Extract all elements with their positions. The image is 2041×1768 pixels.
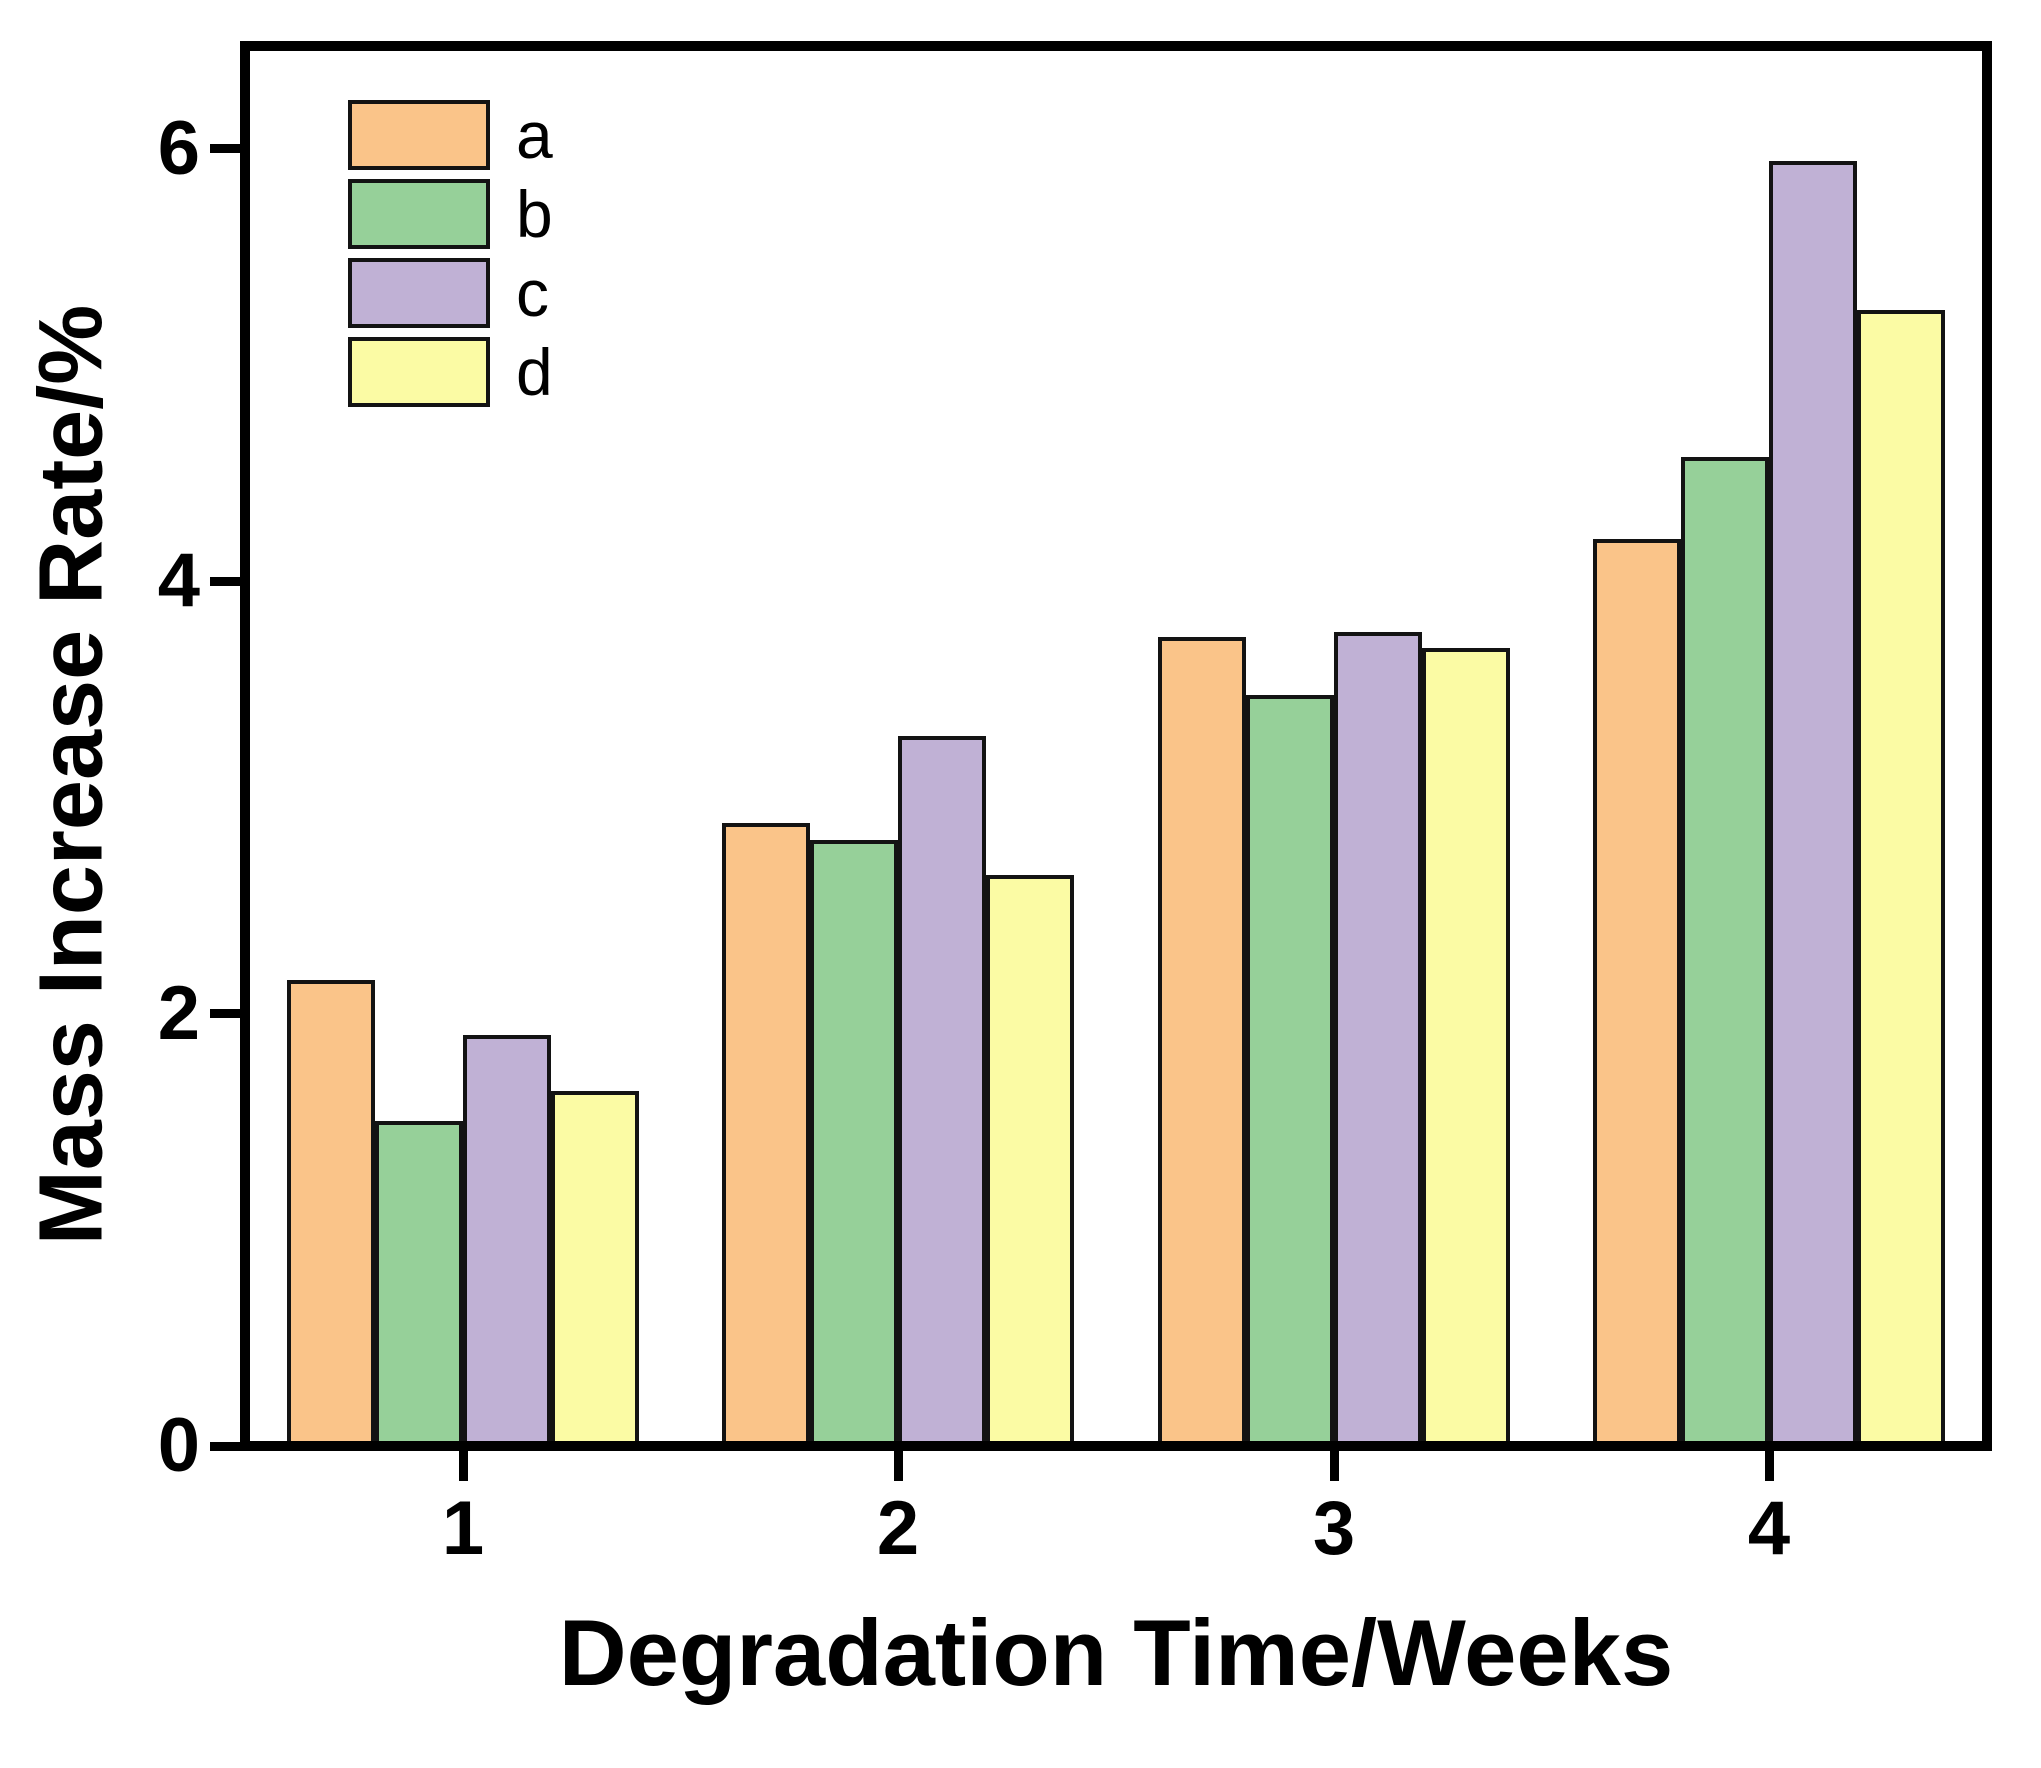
legend-item-a: a (348, 100, 553, 170)
legend-label-c: c (516, 256, 549, 330)
y-tick (210, 1441, 240, 1451)
x-axis-title: Degradation Time/Weeks (558, 1600, 1674, 1705)
x-tick (458, 1451, 468, 1481)
x-tick (1329, 1451, 1339, 1481)
bar-a-week-2 (722, 823, 810, 1441)
x-tick (1764, 1451, 1774, 1481)
y-tick-label: 2 (157, 970, 200, 1056)
bar-c-week-1 (463, 1035, 551, 1441)
legend-swatch-a (348, 100, 490, 170)
y-tick-label: 6 (157, 105, 200, 191)
y-axis-title: Mass Increase Rate/% (21, 304, 122, 1246)
bar-d-week-2 (986, 875, 1074, 1441)
legend-item-d: d (348, 337, 553, 407)
x-tick-label: 1 (441, 1486, 485, 1571)
bar-d-week-4 (1857, 310, 1945, 1441)
y-tick-label: 0 (157, 1403, 200, 1488)
bar-b-week-2 (810, 840, 898, 1441)
bar-b-week-4 (1681, 457, 1769, 1441)
y-tick (210, 1009, 240, 1019)
x-tick-label: 4 (1747, 1486, 1791, 1571)
y-tick (210, 576, 240, 586)
bar-b-week-1 (375, 1121, 463, 1441)
legend-swatch-c (348, 258, 490, 328)
bar-d-week-3 (1422, 648, 1510, 1441)
legend-item-b: b (348, 179, 553, 249)
legend-label-b: b (516, 177, 553, 251)
legend-swatch-b (348, 179, 490, 249)
bar-a-week-4 (1593, 539, 1681, 1441)
bars-area (250, 51, 1982, 1441)
x-tick-label: 2 (876, 1486, 920, 1571)
bar-a-week-1 (287, 980, 375, 1441)
x-tick-label: 3 (1312, 1486, 1356, 1571)
legend-item-c: c (348, 258, 553, 328)
bar-c-week-3 (1334, 632, 1422, 1441)
bar-d-week-1 (551, 1091, 639, 1441)
bar-c-week-2 (898, 736, 986, 1441)
y-tick-label: 4 (157, 538, 200, 624)
bar-b-week-3 (1246, 695, 1334, 1441)
legend-swatch-d (348, 337, 490, 407)
legend-label-a: a (516, 98, 553, 172)
y-tick (210, 144, 240, 154)
legend-label-d: d (516, 335, 553, 409)
bar-a-week-3 (1158, 637, 1246, 1441)
x-tick (893, 1451, 903, 1481)
bar-c-week-4 (1769, 161, 1857, 1441)
